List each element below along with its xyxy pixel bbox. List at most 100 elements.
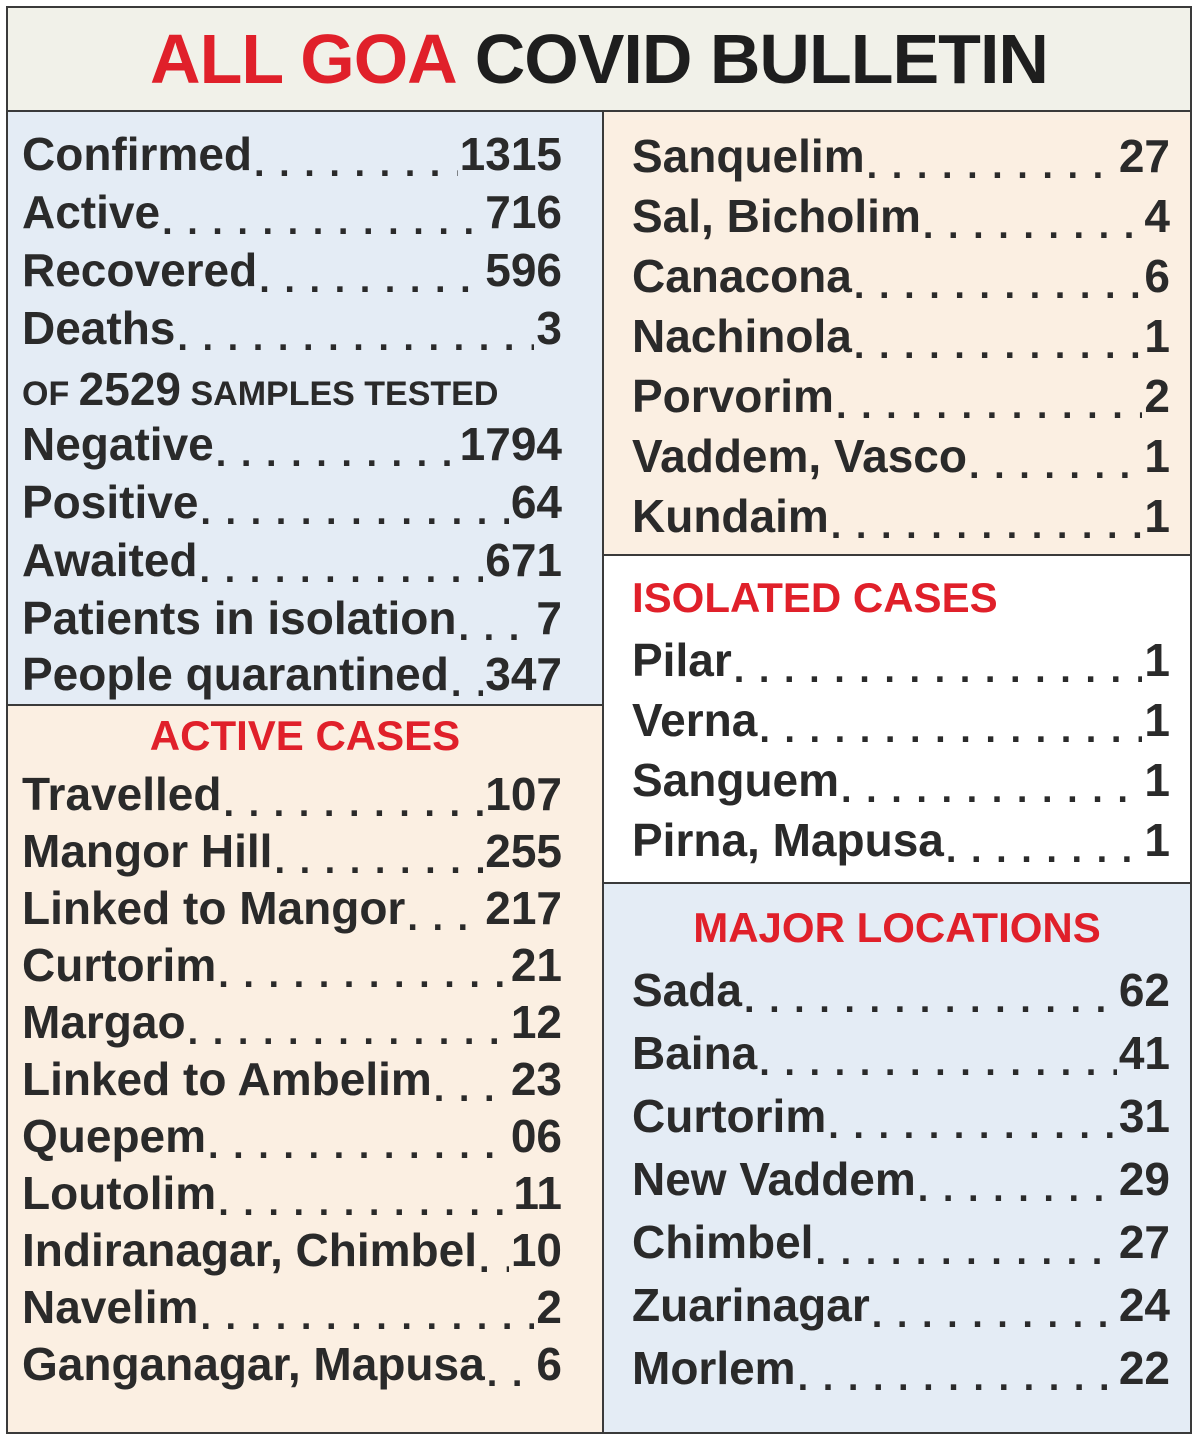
location-row: Vaddem, Vasco 1 xyxy=(632,428,1170,484)
major-label: Baina xyxy=(632,1027,758,1079)
stat-value: 596 xyxy=(485,244,562,296)
major-value: 31 xyxy=(1118,1090,1170,1142)
samples-tested-line: OF 2529 SAMPLES TESTED xyxy=(22,362,588,416)
isolated-cases-heading: ISOLATED CASES xyxy=(632,574,998,621)
stat-row: Deaths 3 xyxy=(22,300,562,356)
major-row: Sada 62 xyxy=(632,962,1170,1018)
case-value: 23 xyxy=(510,1053,562,1105)
case-row: Curtorim 21 xyxy=(22,937,562,993)
stat-row: Positive 64 xyxy=(22,474,562,530)
stat-row: Negative 1794 xyxy=(22,416,562,472)
isolated-row: Pirna, Mapusa 1 xyxy=(632,812,1170,868)
major-label: Curtorim xyxy=(632,1090,827,1142)
case-label: Quepem xyxy=(22,1110,207,1162)
active-cases-panel: ACTIVE CASES Travelled 107 Mangor Hill 255… xyxy=(8,706,604,1432)
major-row: Baina 41 xyxy=(632,1025,1170,1081)
stat-label: People quarantined xyxy=(22,648,449,700)
location-row: Porvorim 2 xyxy=(632,368,1170,424)
stat-value: 3 xyxy=(536,302,562,354)
major-row: Curtorim 31 xyxy=(632,1088,1170,1144)
case-value: 255 xyxy=(485,825,562,877)
location-value: 1 xyxy=(1144,430,1170,482)
case-row: Ganganagar, Mapusa 6 xyxy=(22,1336,562,1392)
stat-value: 671 xyxy=(485,534,562,586)
location-value: 4 xyxy=(1144,190,1170,242)
stat-label: Recovered xyxy=(22,244,258,296)
major-label: Chimbel xyxy=(632,1216,814,1268)
major-locations-panel: MAJOR LOCATIONS Sada 62 Baina 41 Curtorim 3… xyxy=(604,884,1190,1432)
case-row: Travelled 107 xyxy=(22,766,562,822)
case-row: Indiranagar, Chimbel 10 xyxy=(22,1222,562,1278)
stat-value: 1315 xyxy=(459,128,562,180)
case-label: Indiranagar, Chimbel xyxy=(22,1224,477,1276)
case-row: Loutolim 11 xyxy=(22,1165,562,1221)
isolated-value: 1 xyxy=(1144,814,1170,866)
stat-value: 64 xyxy=(510,476,562,528)
locations-panel: Sanquelim 27 Sal, Bicholim 4 Canacona 6 Nac… xyxy=(604,112,1190,556)
case-label: Linked to Ambelim xyxy=(22,1053,432,1105)
case-value: 21 xyxy=(510,939,562,991)
major-row: Zuarinagar 24 xyxy=(632,1277,1170,1333)
stat-row: Active 716 xyxy=(22,184,562,240)
case-value: 217 xyxy=(485,882,562,934)
major-label: Zuarinagar xyxy=(632,1279,870,1331)
major-locations-heading: MAJOR LOCATIONS xyxy=(693,904,1101,951)
samples-prefix: OF xyxy=(22,375,70,413)
case-label: Travelled xyxy=(22,768,222,820)
major-label: New Vaddem xyxy=(632,1153,916,1205)
stat-label: Confirmed xyxy=(22,128,252,180)
summary-panel: Confirmed 1315 Active 716 Recovered 596 Dea… xyxy=(8,112,604,706)
title-red: ALL GOA xyxy=(150,20,458,98)
case-label: Margao xyxy=(22,996,186,1048)
stat-value: 1794 xyxy=(459,418,562,470)
major-value: 24 xyxy=(1118,1279,1170,1331)
case-label: Ganganagar, Mapusa xyxy=(22,1338,485,1390)
location-row: Sal, Bicholim 4 xyxy=(632,188,1170,244)
location-value: 27 xyxy=(1118,130,1170,182)
major-label: Sada xyxy=(632,964,742,1016)
location-value: 2 xyxy=(1144,370,1170,422)
major-value: 27 xyxy=(1118,1216,1170,1268)
major-value: 41 xyxy=(1118,1027,1170,1079)
stat-label: Negative xyxy=(22,418,214,470)
case-row: Linked to Ambelim 23 xyxy=(22,1051,562,1107)
location-value: 1 xyxy=(1144,490,1170,542)
location-label: Canacona xyxy=(632,250,852,302)
location-value: 6 xyxy=(1144,250,1170,302)
case-value: 10 xyxy=(510,1224,562,1276)
location-row: Nachinola 1 xyxy=(632,308,1170,364)
case-row: Quepem 06 xyxy=(22,1108,562,1164)
location-label: Sal, Bicholim xyxy=(632,190,921,242)
title-black: COVID BULLETIN xyxy=(474,20,1049,98)
case-label: Curtorim xyxy=(22,939,217,991)
major-row: New Vaddem 29 xyxy=(632,1151,1170,1207)
samples-count: 2529 xyxy=(78,363,182,415)
isolated-label: Verna xyxy=(632,694,758,746)
major-label: Morlem xyxy=(632,1342,796,1394)
case-row: Linked to Mangor 217 xyxy=(22,880,562,936)
major-value: 62 xyxy=(1118,964,1170,1016)
case-value: 12 xyxy=(510,996,562,1048)
isolated-label: Sanguem xyxy=(632,754,840,806)
bulletin-title: ALL GOA COVID BULLETIN xyxy=(8,8,1190,112)
bulletin-frame: ALL GOA COVID BULLETIN Confirmed 1315 Act… xyxy=(6,6,1192,1434)
location-row: Sanquelim 27 xyxy=(632,128,1170,184)
case-value: 6 xyxy=(536,1338,562,1390)
stat-label: Positive xyxy=(22,476,199,528)
samples-suffix: SAMPLES TESTED xyxy=(190,375,499,413)
isolated-value: 1 xyxy=(1144,754,1170,806)
location-row: Kundaim 1 xyxy=(632,488,1170,544)
stat-label: Deaths xyxy=(22,302,176,354)
isolated-label: Pilar xyxy=(632,634,732,686)
stat-row: Confirmed 1315 xyxy=(22,126,562,182)
active-cases-heading: ACTIVE CASES xyxy=(149,712,461,759)
isolated-value: 1 xyxy=(1144,694,1170,746)
stat-label: Patients in isolation xyxy=(22,592,457,644)
case-label: Linked to Mangor xyxy=(22,882,406,934)
location-label: Vaddem, Vasco xyxy=(632,430,967,482)
location-value: 1 xyxy=(1144,310,1170,362)
case-row: Navelim 2 xyxy=(22,1279,562,1335)
stat-row: People quarantined 347 xyxy=(22,646,562,702)
isolated-row: Verna 1 xyxy=(632,692,1170,748)
case-row: Margao 12 xyxy=(22,994,562,1050)
